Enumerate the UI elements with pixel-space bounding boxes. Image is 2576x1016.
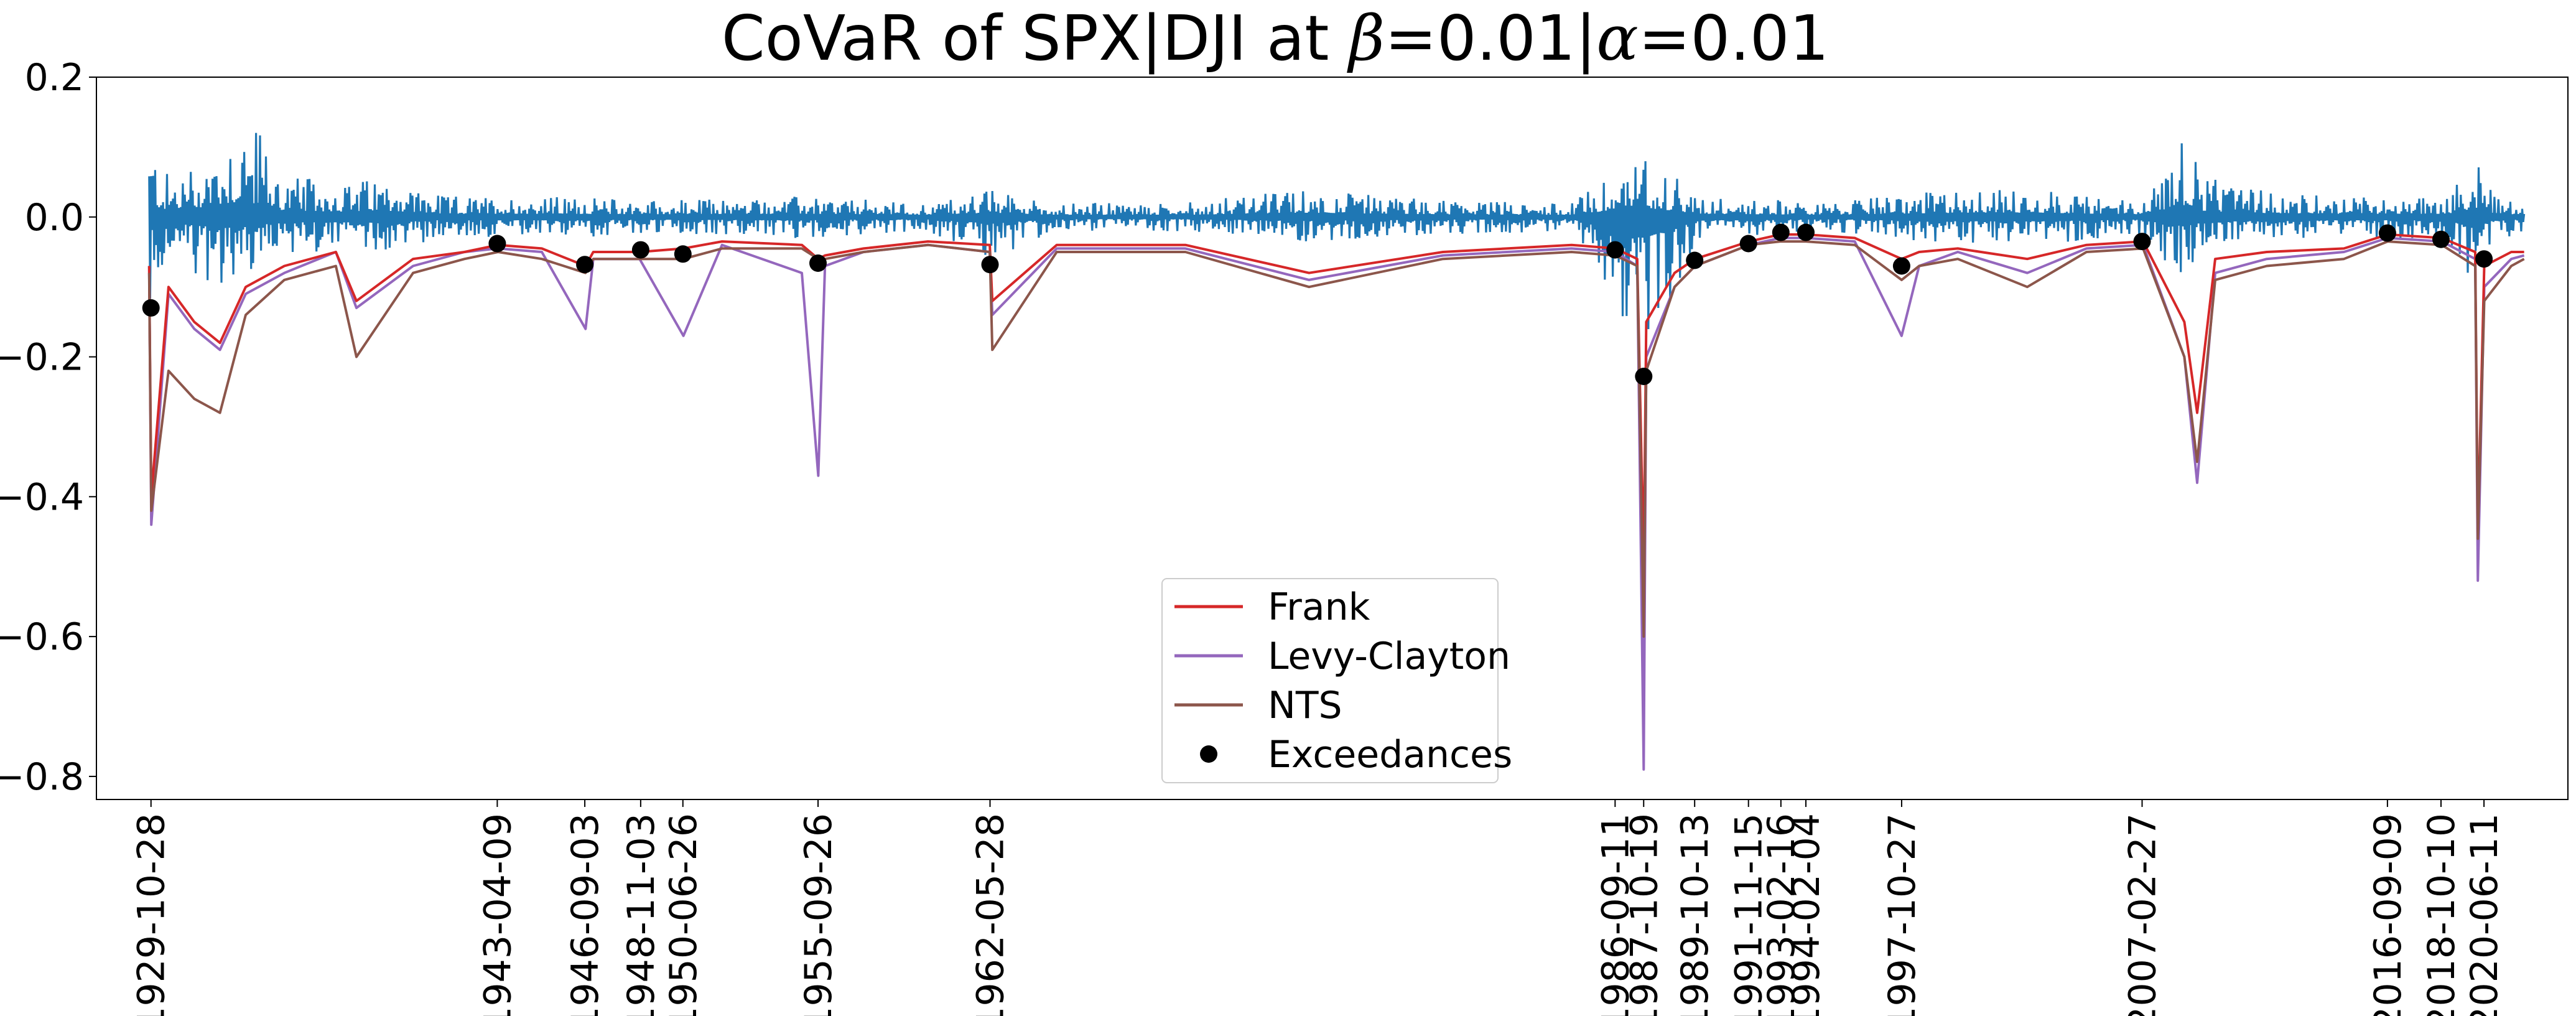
x-tick-label: 2007-02-27 bbox=[2121, 813, 2165, 1016]
exceedance-point bbox=[809, 254, 827, 272]
exceedance-point bbox=[1797, 223, 1815, 241]
exceedance-point bbox=[1772, 223, 1790, 241]
chart-title-alpha: α bbox=[1596, 2, 1639, 75]
series-line-frank bbox=[147, 233, 2524, 568]
x-tick-label: 2018-10-10 bbox=[2420, 813, 2463, 1016]
chart-title-part-3: =0.01 bbox=[1638, 2, 1830, 75]
returns-series-line bbox=[148, 133, 2526, 330]
x-tick-label: 2016-09-09 bbox=[2366, 813, 2410, 1016]
x-tick-label: 1946-09-03 bbox=[564, 813, 607, 1016]
x-tick-label: 1993-02-16 bbox=[1760, 813, 1803, 1016]
x-tick-label: 1955-09-26 bbox=[797, 813, 840, 1016]
x-tick-label: 2020-06-11 bbox=[2463, 813, 2506, 1016]
exceedance-point bbox=[2133, 233, 2151, 251]
legend-label-nts: NTS bbox=[1268, 684, 1342, 727]
exceedance-point bbox=[2432, 230, 2450, 248]
chart-title-part-1: CoVaR of SPX|DJI at bbox=[721, 2, 1349, 75]
chart-title-part-2: =0.01| bbox=[1385, 2, 1597, 75]
chart-title-beta: β bbox=[1349, 2, 1385, 75]
chart-title: CoVaR of SPX|DJI at β=0.01|α=0.01 bbox=[93, 1, 2457, 76]
y-tick-label: −0.6 bbox=[0, 615, 84, 659]
legend-box bbox=[1161, 578, 1499, 783]
exceedance-point bbox=[631, 241, 649, 259]
y-tick-label: 0.0 bbox=[25, 196, 84, 240]
y-tick-label: −0.2 bbox=[0, 336, 84, 380]
exceedance-point bbox=[1892, 257, 1910, 275]
y-tick-label: −0.4 bbox=[0, 475, 84, 519]
x-tick-label: 1943-04-09 bbox=[476, 813, 519, 1016]
exceedance-point bbox=[488, 235, 506, 253]
x-tick-label: 1948-11-03 bbox=[620, 813, 663, 1016]
y-tick-label: −0.8 bbox=[0, 755, 84, 799]
exceedance-point bbox=[981, 256, 999, 274]
y-tick-label: 0.2 bbox=[25, 56, 84, 100]
x-tick-label: 1989-10-13 bbox=[1673, 813, 1717, 1016]
exceedance-point bbox=[1606, 241, 1624, 259]
exceedance-point bbox=[2475, 250, 2493, 268]
exceedance-point bbox=[142, 299, 160, 317]
exceedance-point bbox=[1686, 251, 1704, 269]
x-tick-label: 1997-10-27 bbox=[1881, 813, 1924, 1016]
exceedance-point bbox=[1635, 368, 1653, 385]
exceedance-point bbox=[674, 245, 692, 263]
legend-label-frank: Frank bbox=[1268, 585, 1370, 629]
exceedance-point bbox=[2378, 224, 2396, 242]
x-tick-label: 1962-05-28 bbox=[969, 813, 1013, 1016]
x-tick-label: 1994-02-04 bbox=[1785, 813, 1828, 1016]
legend-marker-exceedances bbox=[1200, 745, 1217, 763]
exceedance-point bbox=[576, 256, 594, 274]
exceedance-point bbox=[1739, 235, 1757, 253]
legend-label-exceedances: Exceedances bbox=[1268, 733, 1512, 776]
x-tick-label: 1986-09-11 bbox=[1594, 813, 1637, 1016]
x-tick-label: 1929-10-28 bbox=[130, 813, 174, 1016]
x-tick-label: 1991-11-15 bbox=[1727, 813, 1771, 1016]
legend-label-levy-clayton: Levy-Clayton bbox=[1268, 635, 1510, 678]
x-tick-label: 1987-10-19 bbox=[1622, 813, 1666, 1016]
x-tick-label: 1950-06-26 bbox=[662, 813, 705, 1016]
plot-frame bbox=[96, 77, 2569, 800]
series-line-nts bbox=[147, 240, 2525, 638]
